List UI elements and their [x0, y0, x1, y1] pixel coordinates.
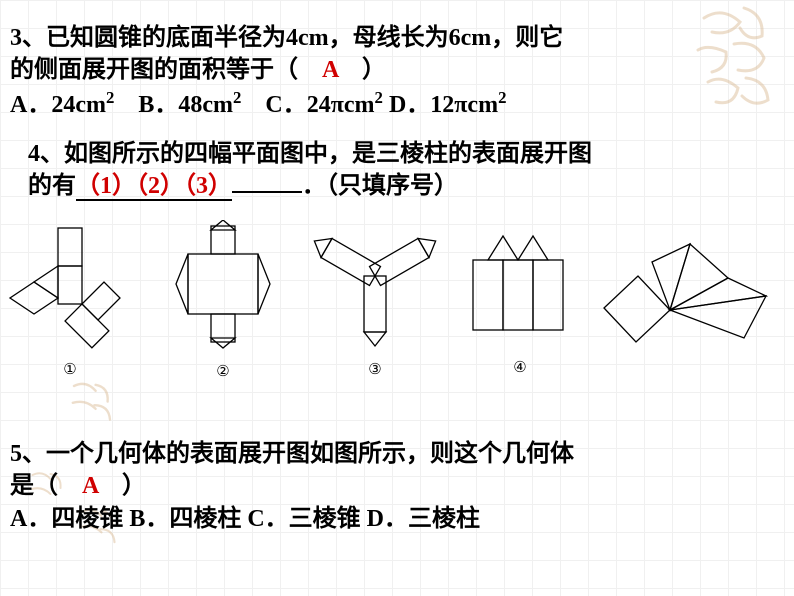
q3-line1: 3、已知圆锥的底面半径为4cm，母线长为6cm，则它 [10, 25, 563, 51]
q4-line2b: ．（只填序号） [302, 173, 458, 199]
q3-answer: A [322, 57, 338, 83]
q4-answer: （1）（2）（3） [76, 173, 232, 201]
diagram-2-label: ② [216, 362, 229, 381]
q4-line2a: 的有 [28, 173, 76, 199]
q5-line2b: ） [98, 473, 146, 499]
q5-options: A．四棱锥 B．四棱柱 C．三棱锥 D．三棱柱 [10, 506, 480, 532]
q5-line1: 5、一个几何体的表面展开图如图所示，则这个几何体 [10, 441, 574, 467]
q5-answer: A [82, 473, 98, 499]
diagram-3: ③ [310, 214, 440, 379]
q4-line1: 4、如图所示的四幅平面图中，是三棱柱的表面展开图 [28, 141, 592, 167]
diagram-2: ② [158, 220, 288, 381]
q3-supD: 2 [498, 88, 506, 107]
q3-supC: 2 [375, 88, 383, 107]
question-3: 3、已知圆锥的底面半径为4cm，母线长为6cm，则它 的侧面展开图的面积等于（ … [0, 22, 770, 121]
diagrams-row: ① ② [0, 212, 794, 382]
diagram-5 [598, 234, 794, 354]
diagram-4: ④ [455, 226, 585, 377]
watermark-small-1 [60, 374, 130, 434]
q3-line2a: 的侧面展开图的面积等于（ [10, 57, 322, 83]
diagram-1-label: ① [63, 360, 76, 379]
diagram-1: ① [0, 224, 140, 379]
q3-line2b: ） [338, 57, 386, 83]
q3-optA: A．24cm [10, 92, 106, 118]
diagram-4-label: ④ [513, 358, 526, 377]
q3-optD: D．12πcm [383, 92, 498, 118]
q3-optC: C．24πcm [241, 92, 374, 118]
diagram-3-label: ③ [368, 360, 381, 379]
question-4: 4、如图所示的四幅平面图中，是三棱柱的表面展开图 的有（1）（2）（3） ．（只填… [18, 138, 788, 203]
q3-optB: B．48cm [114, 92, 233, 118]
q5-line2a: 是（ [10, 473, 82, 499]
question-5: 5、一个几何体的表面展开图如图所示，则这个几何体 是（ A ） A．四棱锥 B．… [0, 438, 770, 535]
